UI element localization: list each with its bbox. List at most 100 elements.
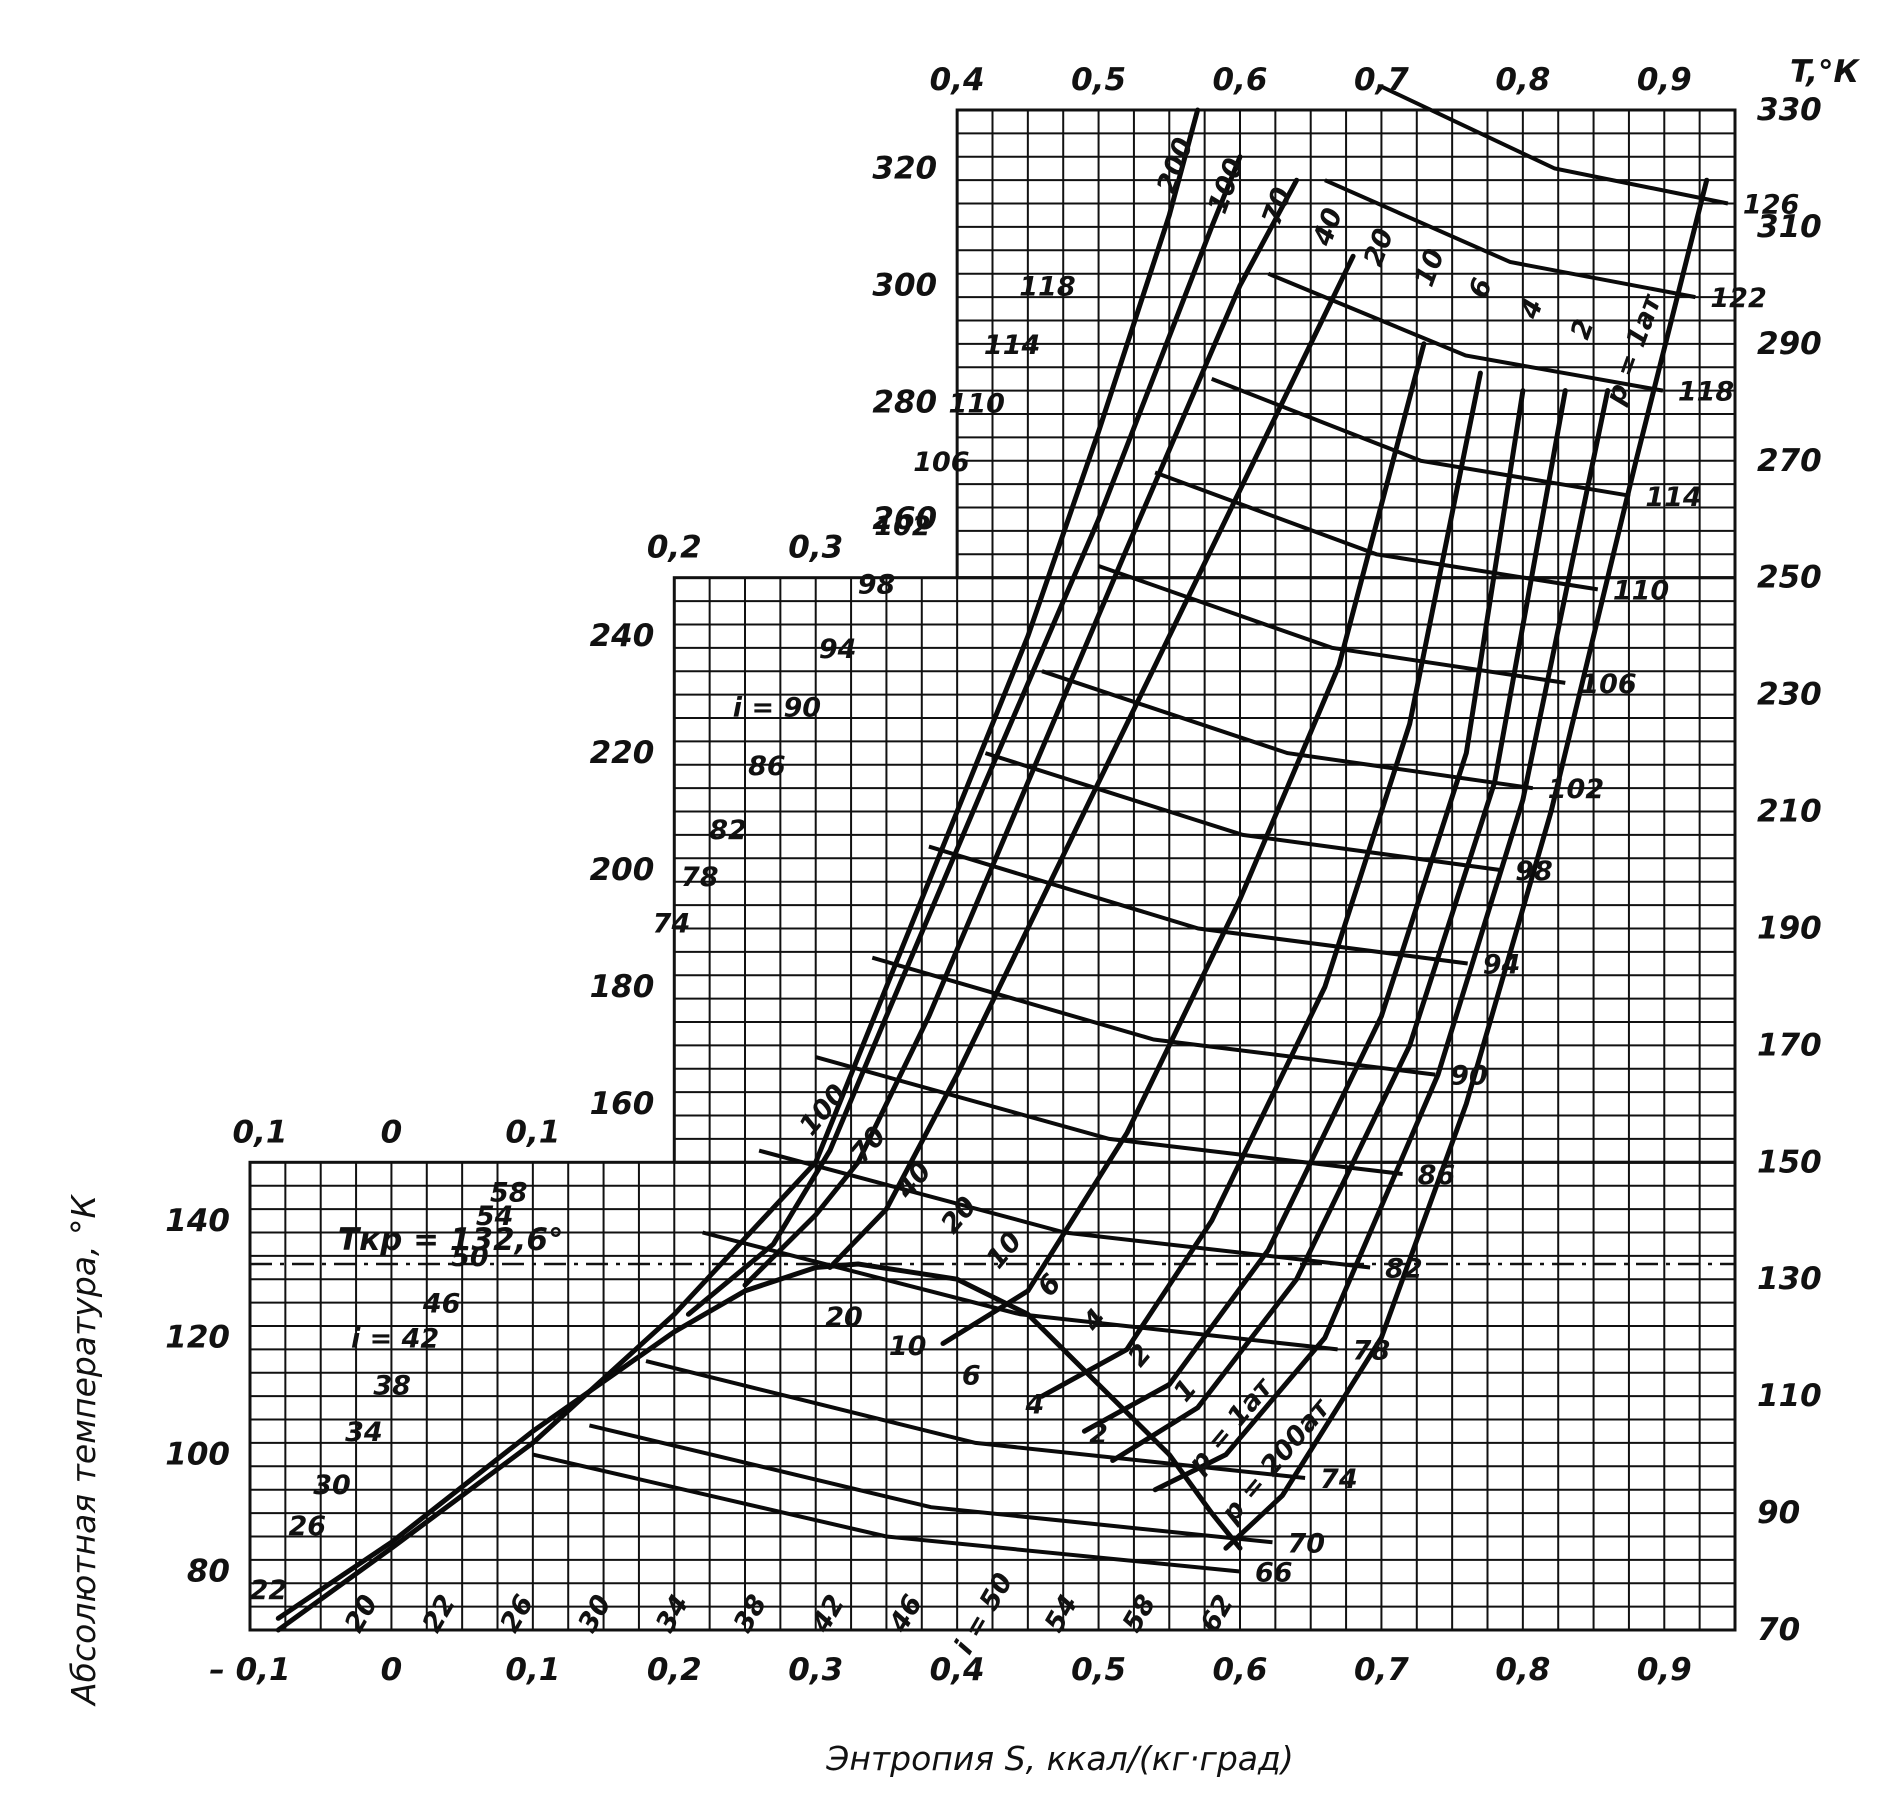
y-tick-right: 230 (1757, 677, 1822, 713)
enthalpy-label-right: 126 (1743, 190, 1799, 221)
y-tick-right: 170 (1757, 1027, 1822, 1063)
x-tick-bottom: 0 (381, 1652, 403, 1688)
x-tick-bottom: 0,8 (1495, 1652, 1550, 1688)
pressure-label-upper: 10 (1409, 245, 1451, 291)
isobar-line (940, 341, 1427, 1346)
x-tick-bottom: 0,1 (505, 1652, 560, 1688)
y-tick-left: 220 (590, 735, 655, 771)
pressure-label-lower: 2 (1122, 1338, 1158, 1372)
isobar-line (1039, 370, 1483, 1399)
pressure-label-upper: 2 (1565, 315, 1601, 343)
y-tick-right: 290 (1757, 326, 1822, 362)
enthalpy-label-left: i = 42 (351, 1324, 439, 1355)
y-tick-left: 320 (872, 150, 937, 186)
x-tick-bottom: 0,3 (788, 1652, 843, 1688)
enthalpy-label-right: 90 (1450, 1061, 1488, 1092)
isenthalp-line (702, 1230, 1338, 1352)
pressure-label-dome: 4 (1025, 1390, 1045, 1421)
isobar-line (685, 154, 1243, 1317)
y-tick-right: 150 (1757, 1144, 1822, 1180)
panel-frame-upper (955, 108, 1737, 580)
y-tick-right: 310 (1757, 209, 1822, 245)
enthalpy-label-right: 82 (1385, 1254, 1423, 1285)
x-tick-top-lower: 0,1 (233, 1114, 288, 1150)
enthalpy-label-right: 98 (1515, 856, 1553, 887)
y-tick-right: 330 (1757, 92, 1822, 128)
y-tick-right: 130 (1757, 1261, 1822, 1297)
enthalpy-label-left: 86 (748, 751, 786, 782)
x-tick-bottom: 0,6 (1213, 1652, 1268, 1688)
y-axis-title: Абсолютная температура, °К (64, 1194, 103, 1707)
enthalpy-label-left: 94 (819, 634, 857, 665)
isenthalp-line (984, 751, 1501, 872)
x-tick-top-upper: 0,8 (1495, 62, 1550, 98)
enthalpy-label-left: 102 (874, 511, 930, 542)
critical-temperature-label: Tкр = 132,6° (338, 1222, 564, 1258)
isobar-line (1110, 388, 1568, 1463)
enthalpy-label-left: 22 (250, 1575, 288, 1606)
enthalpy-label-left: 114 (984, 330, 1040, 361)
enthalpy-label-left: 82 (709, 815, 747, 846)
isenthalp-line (1267, 271, 1664, 393)
enthalpy-label-left: 110 (949, 388, 1005, 419)
isenthalp-line (1041, 669, 1534, 791)
y-tick-left: 240 (590, 618, 655, 654)
pressure-label-upper: 6 (1463, 274, 1499, 302)
y-tick-left: 280 (872, 384, 937, 420)
y-tick-left: 300 (872, 267, 937, 303)
y-tick-left: 160 (590, 1086, 655, 1122)
x-tick-top-upper: 0,5 (1071, 62, 1126, 98)
enthalpy-label-right: 94 (1483, 950, 1521, 981)
isenthalp-line (1210, 377, 1631, 498)
y-tick-right: 250 (1757, 560, 1822, 596)
x-tick-top-upper: 0,7 (1354, 62, 1409, 98)
pressure-label-upper: 40 (1307, 204, 1349, 251)
enthalpy-label-left: i = 90 (733, 692, 821, 723)
isenthalp-line (588, 1423, 1273, 1545)
isenthalp-line (1097, 564, 1566, 685)
enthalpy-label-right: 78 (1353, 1335, 1391, 1366)
pressure-label-upper: 100 (1202, 154, 1250, 218)
y-tick-left: 180 (590, 969, 655, 1005)
x-tick-bottom: 0,4 (930, 1652, 985, 1688)
x-tick-top-upper: 0,4 (930, 62, 985, 98)
isobar-line (742, 177, 1300, 1288)
y-unit-label: T,°К (1790, 54, 1860, 90)
enthalpy-label-right: 102 (1548, 774, 1604, 805)
pressure-label-lower: 4 (1076, 1303, 1112, 1338)
enthalpy-label-left: 74 (653, 909, 691, 940)
x-tick-top-lower: 0 (381, 1114, 403, 1150)
panel-frames (248, 108, 1737, 1632)
pressure-label-upper: 200 (1151, 134, 1199, 198)
enthalpy-label-right: 70 (1288, 1528, 1326, 1559)
enthalpy-label-right: 106 (1580, 669, 1636, 700)
x-tick-bottom: 0,7 (1354, 1652, 1409, 1688)
y-tick-right: 270 (1757, 443, 1822, 479)
enthalpy-label-right: 86 (1418, 1160, 1456, 1191)
isenthalp-line (1380, 84, 1729, 206)
enthalpy-label-bottom: i = 50 (948, 1568, 1019, 1660)
y-tick-left: 260 (872, 501, 937, 537)
x-tick-bottom: 0,2 (647, 1652, 702, 1688)
pressure-label-dome: 6 (962, 1360, 981, 1391)
y-tick-right: 110 (1757, 1378, 1822, 1414)
enthalpy-label-right: 74 (1320, 1464, 1358, 1495)
x-tick-top-middle: 0,2 (647, 530, 702, 566)
x-tick-top-middle: 0,3 (788, 530, 843, 566)
isenthalp-line (1324, 178, 1696, 300)
pressure-label-dome: 20 (825, 1302, 863, 1333)
x-tick-top-lower: 0,1 (505, 1114, 560, 1150)
isobar-line (275, 107, 1201, 1633)
enthalpy-label-left: 46 (422, 1289, 461, 1320)
enthalpy-label-left: 98 (858, 570, 896, 601)
enthalpy-label-left: 106 (913, 447, 969, 478)
isobar-line (1223, 177, 1710, 1551)
x-tick-top-upper: 0,6 (1213, 62, 1268, 98)
x-tick-bottom: 0,9 (1637, 1652, 1692, 1688)
enthalpy-label-left: 38 (373, 1370, 411, 1401)
x-tick-bottom: – 0,1 (209, 1652, 290, 1688)
enthalpy-label-left: 118 (1019, 271, 1075, 302)
enthalpy-label-left: 34 (345, 1417, 383, 1448)
